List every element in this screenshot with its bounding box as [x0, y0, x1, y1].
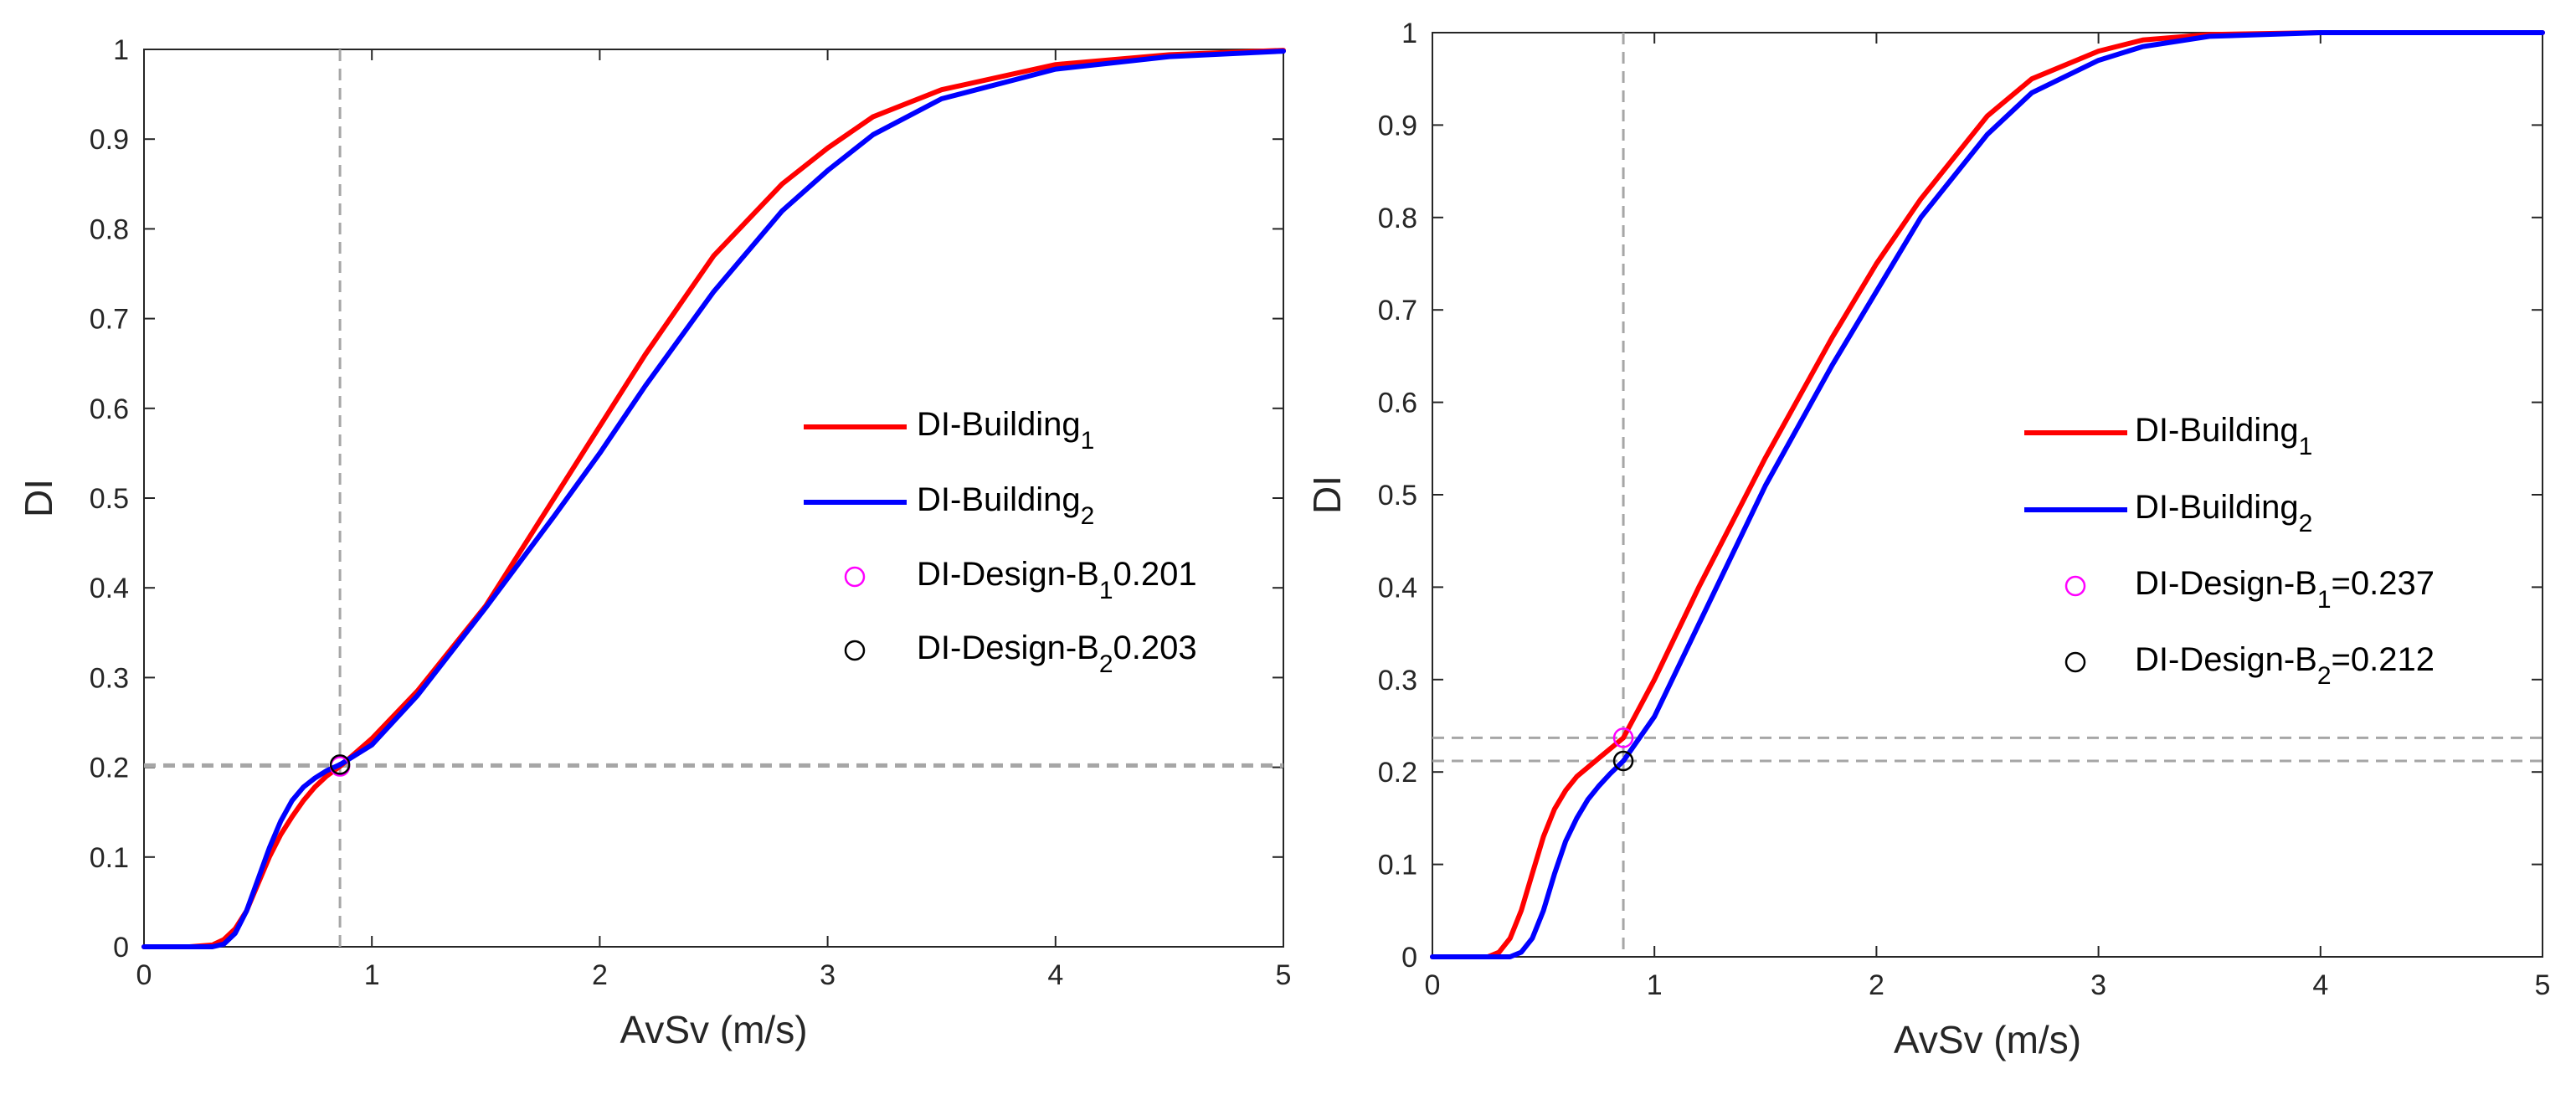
y-tick-label: 1	[1401, 18, 1417, 49]
x-tick-label: 5	[1276, 959, 1292, 991]
legend-label-design2: DI-Design-B2=0.212	[2135, 641, 2435, 690]
x-tick-label: 1	[364, 959, 380, 991]
legend-swatch-design2	[2064, 651, 2086, 673]
y-tick-label: 0.6	[90, 393, 129, 425]
x-tick-label: 3	[820, 959, 836, 991]
y-tick-label: 0.5	[90, 483, 129, 515]
legend-label-building2: DI-Building2	[2135, 489, 2312, 537]
y-tick-label: 0	[113, 932, 129, 964]
y-tick-label: 0.8	[1378, 203, 1417, 234]
x-tick-label: 1	[1647, 969, 1663, 1001]
chart-panel-2: 0 1 2 3 4 5 0 0.1 0.2 0.3 0.4 0.5 0.6 0.7 0.8 0.9 1 AvSv …	[1305, 18, 2550, 1061]
series-line-building1	[1430, 30, 2545, 959]
y-tick-label: 0.2	[1378, 757, 1417, 789]
legend: DI-Building1 DI-Building2 DI-Design-B10.20…	[804, 406, 1197, 678]
y-tick-label: 0.8	[90, 213, 129, 245]
y-tick-label: 0.1	[1378, 850, 1417, 881]
y-tick-label: 0.3	[90, 662, 129, 694]
legend: DI-Building1 DI-Building2 DI-Design-B1=0.2…	[2024, 412, 2435, 690]
marker-design2	[1612, 750, 1634, 772]
plot-area	[143, 49, 1284, 948]
y-tick-label: 0.4	[1378, 572, 1417, 604]
x-axis-label: AvSv (m/s)	[1894, 1018, 2081, 1061]
plot-area	[1432, 32, 2543, 958]
series-line-building2	[141, 49, 1286, 949]
x-tick-label: 0	[136, 959, 152, 991]
legend-swatch-design2	[844, 640, 866, 661]
legend-label-design1: DI-Design-B10.201	[917, 556, 1197, 604]
legend-swatch-design1	[2064, 575, 2086, 597]
legend-label-building1: DI-Building1	[917, 406, 1094, 455]
marker-design2	[329, 754, 351, 775]
y-tick-label: 0.4	[90, 573, 129, 604]
x-axis-label: AvSv (m/s)	[620, 1008, 807, 1051]
x-tick-label: 0	[1425, 969, 1441, 1001]
y-axis-label: DI	[1305, 475, 1349, 514]
series-line-building2	[1430, 30, 2545, 959]
x-tick-label: 4	[2312, 969, 2328, 1001]
x-tick-label: 2	[592, 959, 608, 991]
x-tick-label: 4	[1047, 959, 1063, 991]
y-tick-label: 0.2	[90, 753, 129, 784]
y-tick-label: 0.5	[1378, 480, 1417, 511]
y-tick-label: 0.7	[1378, 295, 1417, 326]
y-tick-label: 0.6	[1378, 388, 1417, 419]
legend-label-building2: DI-Building2	[917, 481, 1094, 530]
y-tick-label: 0.9	[1378, 110, 1417, 141]
y-tick-label: 0.7	[90, 304, 129, 336]
y-tick-label: 0.1	[90, 842, 129, 874]
y-tick-label: 1	[113, 34, 129, 66]
marker-design1	[1612, 727, 1634, 748]
legend-label-building1: DI-Building1	[2135, 412, 2312, 460]
y-tick-label: 0.9	[90, 124, 129, 156]
x-tick-label: 5	[2535, 969, 2551, 1001]
legend-swatch-design1	[844, 566, 866, 588]
x-tick-label: 3	[2090, 969, 2106, 1001]
x-tick-label: 2	[1869, 969, 1884, 1001]
legend-label-design2: DI-Design-B20.203	[917, 630, 1197, 678]
y-axis-label: DI	[17, 479, 60, 517]
y-tick-label: 0	[1401, 942, 1417, 974]
legend-label-design1: DI-Design-B1=0.237	[2135, 565, 2435, 614]
y-tick-label: 0.3	[1378, 665, 1417, 696]
chart-panel-1: 0 1 2 3 4 5 0 0.1 0.2 0.3 0.4 0.5 0.6 0.7 0.8 0.9 1 AvSv …	[17, 34, 1291, 1051]
